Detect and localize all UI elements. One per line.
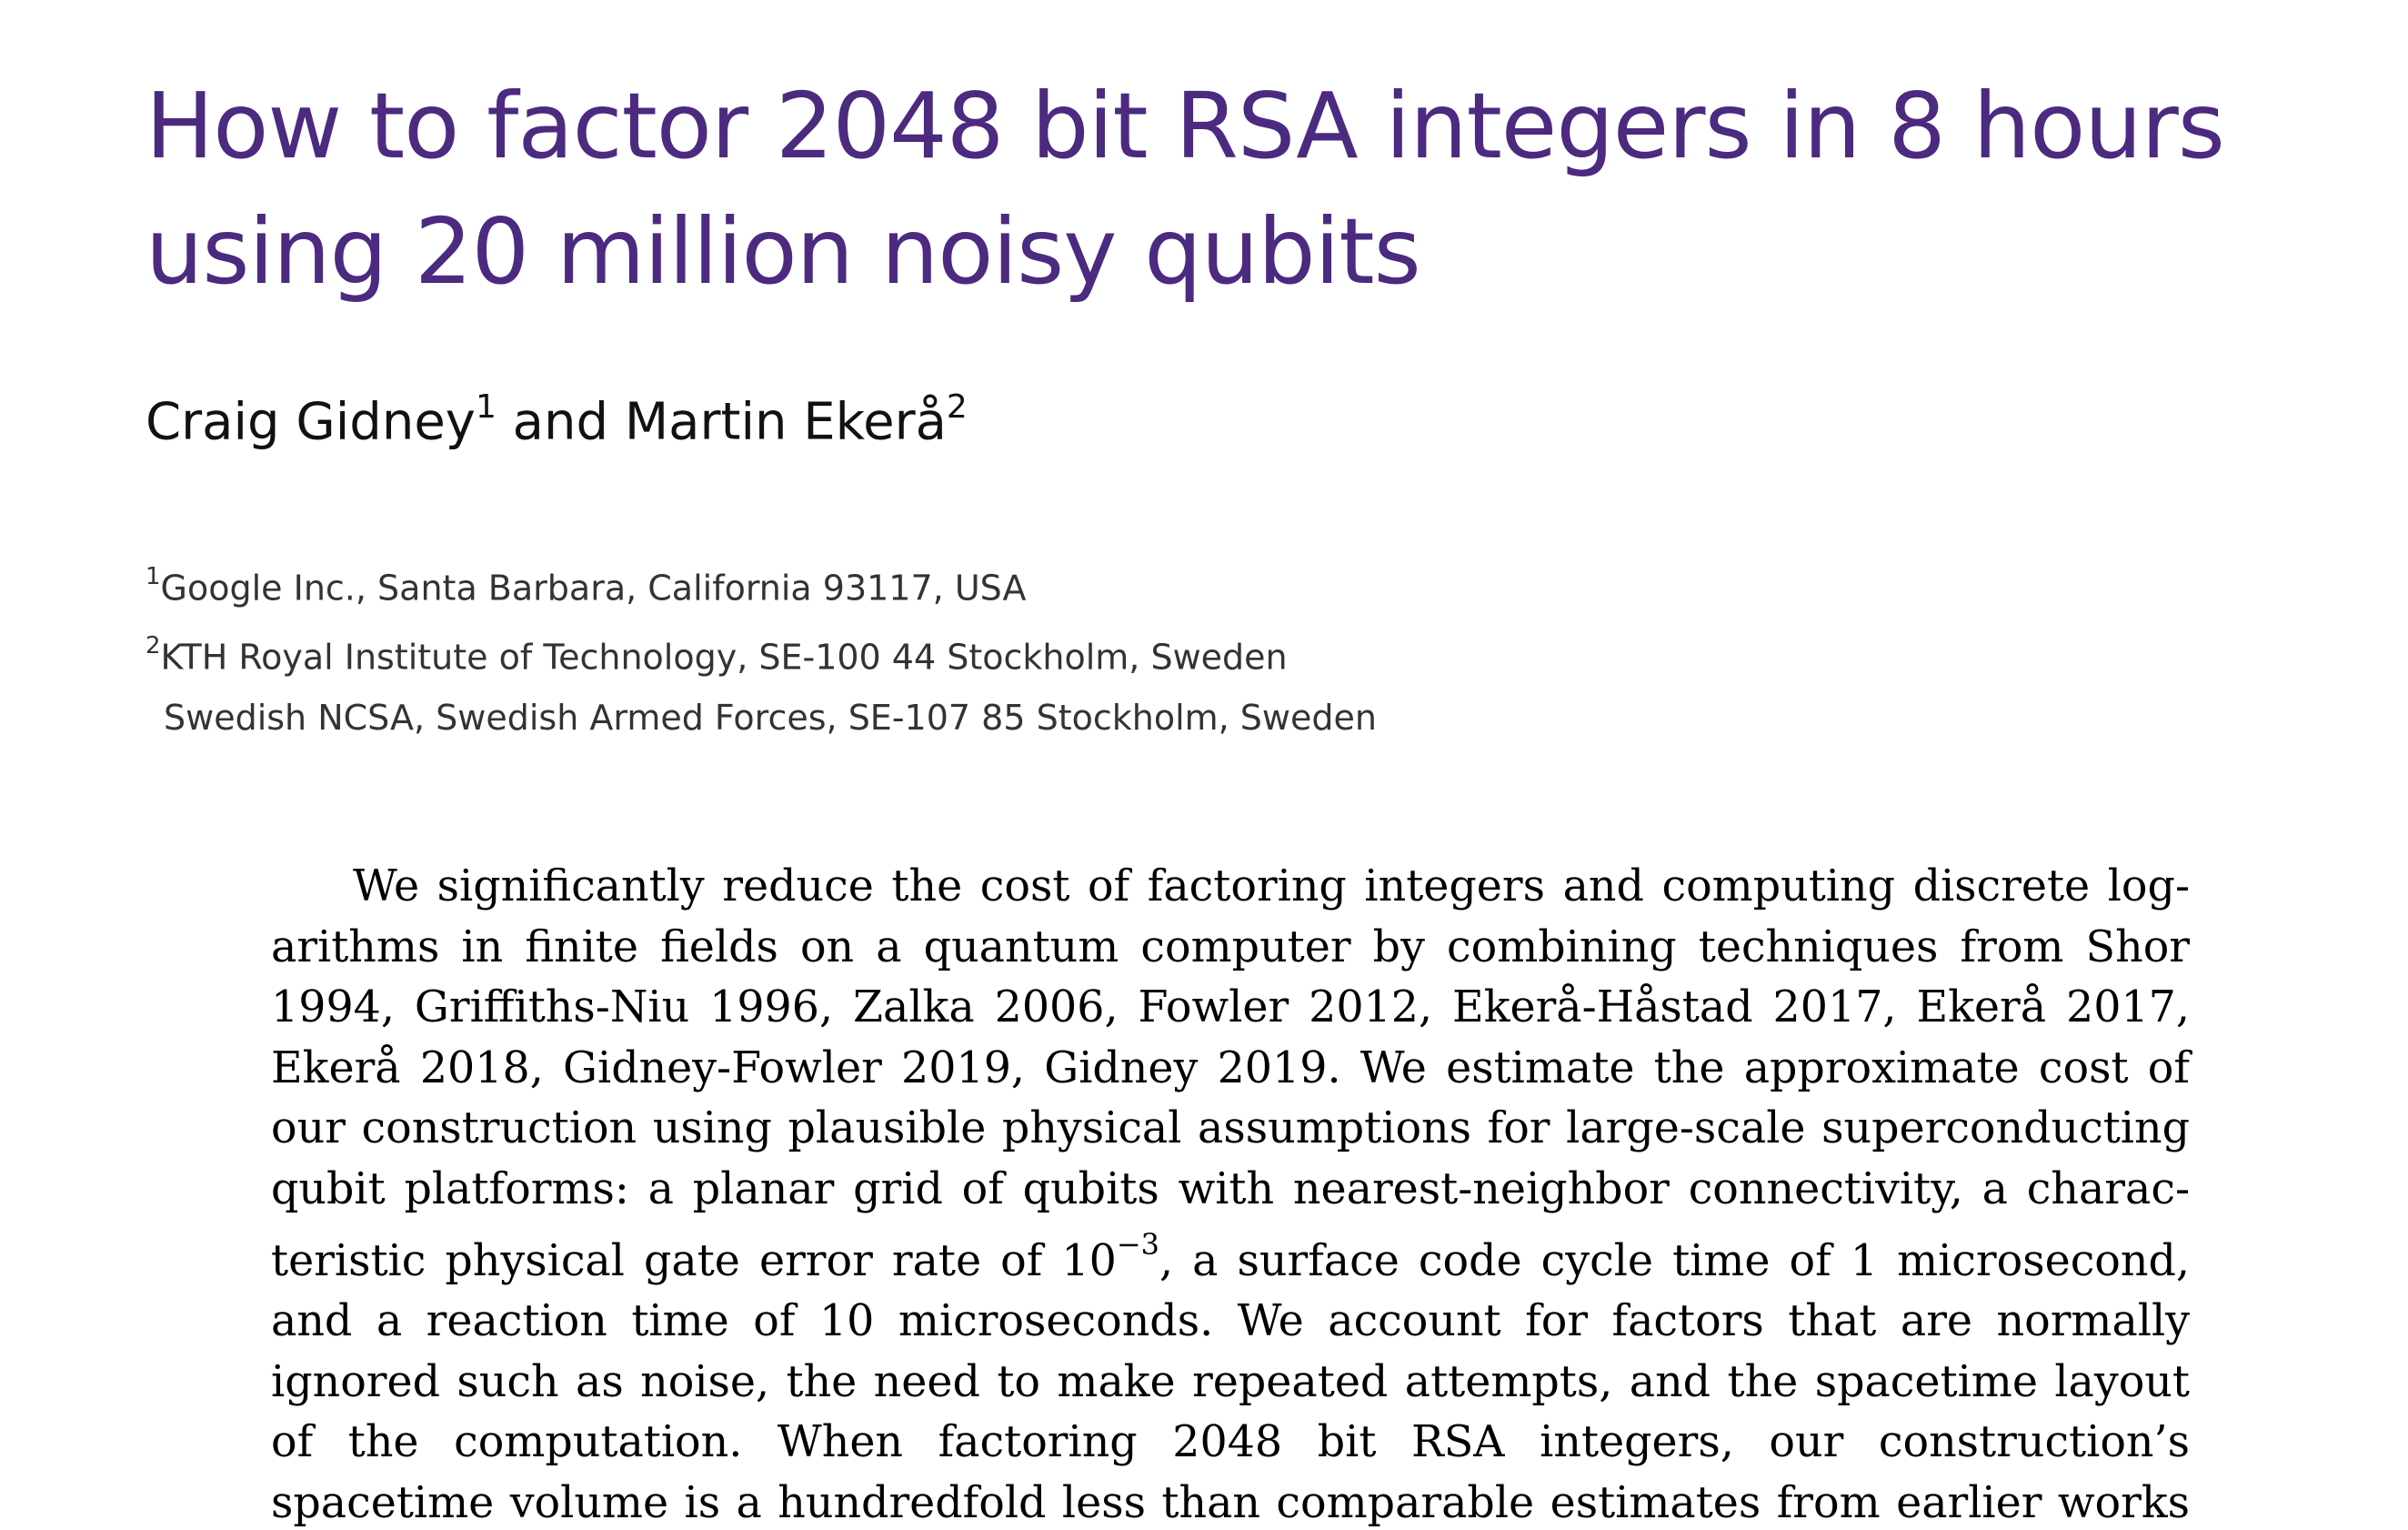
author-name: Martin Ekerå — [624, 392, 947, 452]
abstract-paragraph: We significantly reduce the cost of fact… — [271, 857, 2190, 1530]
affiliation-line: Swedish NCSA, Swedish Armed Forces, SE-1… — [145, 688, 1377, 749]
affiliation-list: 1Google Inc., Santa Barbara, California … — [145, 550, 1377, 749]
author-connector: and — [512, 392, 609, 452]
affiliation-line: 2KTH Royal Institute of Technology, SE-1… — [145, 619, 1377, 689]
affiliation-mark: 1 — [475, 388, 497, 426]
paper-title: How to factor 2048 bit RSA integers in 8… — [145, 73, 2225, 305]
affiliation-mark: 2 — [946, 388, 968, 426]
affiliation-line: 1Google Inc., Santa Barbara, California … — [145, 550, 1377, 619]
abstract-text: , a surface code cycle time of 1 microse… — [271, 1235, 2190, 1528]
affiliation-mark: 2 — [145, 631, 161, 659]
exponent: −3 — [1116, 1227, 1159, 1262]
affiliation-mark: 1 — [145, 563, 161, 590]
abstract-text: We significantly reduce the cost of fact… — [271, 861, 2190, 1286]
affiliation-text: KTH Royal Institute of Technology, SE-10… — [160, 637, 1288, 678]
affiliation-text: Swedish NCSA, Swedish Armed Forces, SE-1… — [164, 698, 1377, 739]
author-name: Craig Gidney — [145, 392, 476, 452]
affiliation-text: Google Inc., Santa Barbara, California 9… — [160, 568, 1027, 609]
author-list: Craig Gidney1 and Martin Ekerå2 — [145, 375, 968, 459]
